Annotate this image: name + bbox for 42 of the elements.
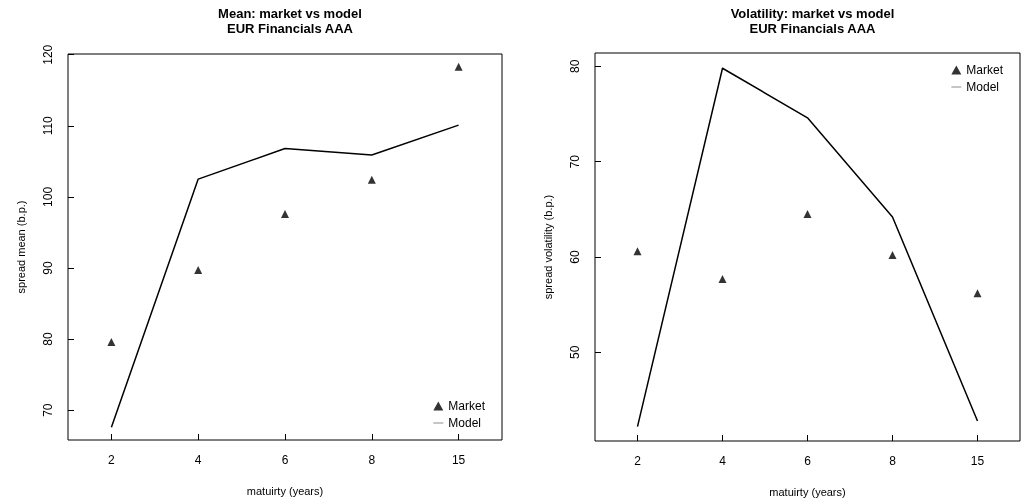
y-tick-label: 80 xyxy=(568,59,582,74)
x-tick-label: 4 xyxy=(719,454,727,468)
point xyxy=(281,209,289,218)
x-tick-label: 2 xyxy=(634,454,642,468)
x-axis-title: matuirty (years) xyxy=(246,484,324,497)
y-axis-title: spread volatility (b.p.) xyxy=(541,194,554,300)
y-tick-label: 120 xyxy=(41,44,55,65)
x-tick-label: 8 xyxy=(889,454,897,468)
point xyxy=(633,247,642,256)
point xyxy=(803,210,812,219)
x-tick-label: 15 xyxy=(451,453,466,467)
y-tick-label: 80 xyxy=(41,332,55,346)
y-axis-title: spread mean (b.p.) xyxy=(14,200,27,294)
point xyxy=(194,266,203,275)
y-tick-label: 60 xyxy=(568,250,582,264)
chart-title: Mean: market vs model xyxy=(218,6,362,21)
y-tick-label: 90 xyxy=(41,260,55,275)
legend-label: Model xyxy=(448,416,482,430)
legend-label: Market xyxy=(448,399,486,413)
y-tick-label: 110 xyxy=(41,115,55,136)
x-tick-label: 6 xyxy=(281,453,289,467)
chart-subtitle: EUR Financials AAA xyxy=(227,21,354,36)
point xyxy=(973,289,982,298)
point xyxy=(107,337,116,346)
chart-title: Volatility: market vs model xyxy=(730,6,895,21)
x-tick-label: 4 xyxy=(194,453,202,467)
point xyxy=(454,62,463,71)
legend-label: Market xyxy=(966,63,1004,77)
y-tick-label: 50 xyxy=(568,345,582,360)
x-tick-label: 6 xyxy=(804,454,812,468)
x-axis-title: matuirty (years) xyxy=(769,485,846,498)
y-tick-label: 70 xyxy=(568,154,582,169)
x-tick-label: 8 xyxy=(368,453,376,467)
chart-subtitle: EUR Financials AAA xyxy=(749,21,877,36)
point xyxy=(718,274,727,283)
x-tick-label: 15 xyxy=(970,454,985,468)
legend-label: Model xyxy=(966,80,1000,94)
point xyxy=(888,251,897,260)
x-tick-label: 2 xyxy=(108,453,116,467)
point xyxy=(367,175,376,184)
y-tick-label: 100 xyxy=(41,186,55,207)
y-tick-label: 70 xyxy=(41,403,55,417)
